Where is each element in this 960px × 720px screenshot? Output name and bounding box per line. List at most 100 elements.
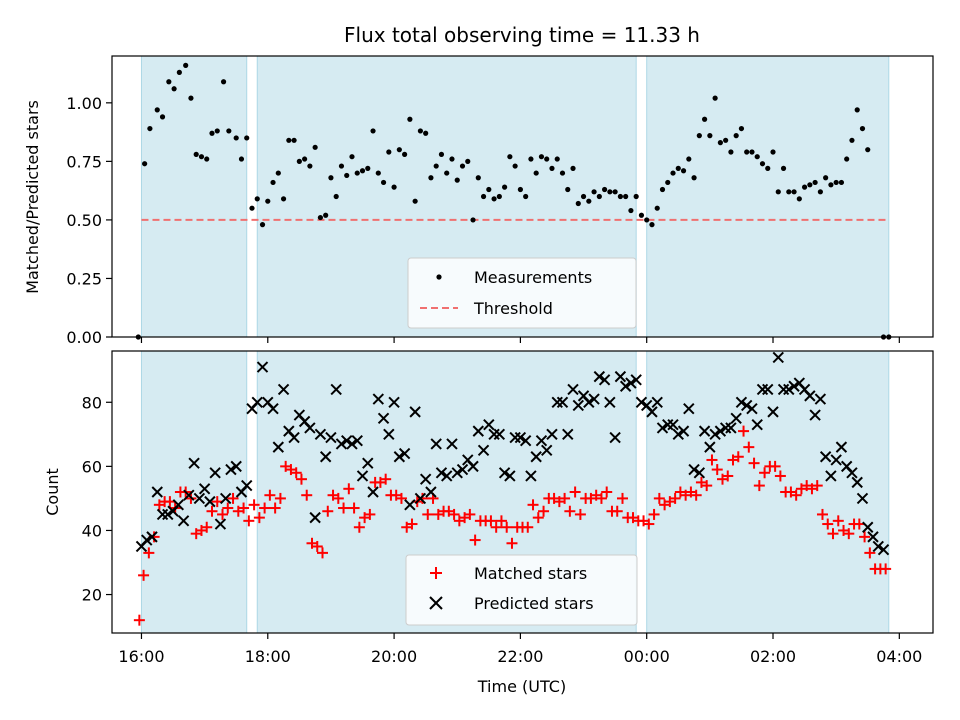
measurement-point (596, 193, 602, 200)
predicted-star-point (746, 402, 758, 415)
matched-star-point (753, 480, 765, 492)
measurement-point (433, 163, 439, 169)
measurement-point (233, 135, 239, 141)
measurement-point (859, 125, 866, 132)
predicted-star-point (404, 499, 416, 511)
matched-star-point (601, 486, 613, 498)
matched-star-point (485, 515, 497, 527)
measurement-point (538, 154, 545, 160)
matched-star-point (264, 489, 276, 501)
measurement-point (323, 212, 329, 218)
matched-star-point (706, 454, 718, 466)
matched-stars-points (133, 425, 892, 626)
measurement-point (183, 62, 189, 68)
matched-star-point (464, 508, 476, 520)
predicted-star-point (335, 438, 348, 450)
bottom-y-axis-label: Count (43, 468, 62, 516)
predicted-star-point (514, 431, 527, 444)
top-x-ticks (140, 337, 900, 343)
measurement-point (396, 147, 402, 153)
measurement-point (823, 175, 829, 181)
measurement-point (844, 156, 850, 162)
measurement-point (696, 133, 702, 139)
matched-star-point (211, 496, 223, 508)
measurement-point (486, 186, 492, 193)
legend-threshold-label: Threshold (473, 299, 553, 318)
matched-star-point (569, 486, 581, 498)
measurement-point (198, 154, 205, 160)
matched-star-point (380, 473, 392, 485)
measurement-point (338, 163, 345, 169)
predicted-star-point (709, 428, 721, 441)
x-tick-label: 22:00 (497, 647, 543, 666)
matched-star-point (495, 515, 507, 527)
measurement-point (480, 193, 487, 200)
legend-matched-label: Matched stars (474, 564, 587, 583)
predicted-star-point (504, 470, 516, 482)
measurement-point (254, 196, 260, 202)
predicted-star-point (398, 447, 411, 460)
matched-star-point (295, 473, 307, 485)
predicted-star-point (714, 425, 727, 437)
predicted-star-point (330, 383, 342, 396)
measurement-point (496, 193, 502, 200)
predicted-star-point (783, 383, 795, 396)
predicted-star-point (683, 402, 695, 415)
measurement-point (644, 217, 650, 223)
matched-star-point (522, 521, 534, 533)
measurement-point (686, 156, 692, 162)
measurement-point (209, 130, 215, 136)
top-y-axis-label: Matched/Predicted stars (23, 100, 42, 294)
predicted-star-point (809, 409, 821, 421)
predicted-star-point (730, 412, 742, 425)
matched-star-point (395, 492, 407, 504)
measurement-point (854, 107, 860, 113)
matched-star-point (853, 518, 865, 530)
measurement-point (670, 170, 676, 176)
measurement-point (607, 189, 613, 195)
measurement-point (828, 182, 834, 188)
measurement-point (417, 128, 424, 134)
matched-star-point (417, 492, 429, 504)
measurement-point (533, 170, 539, 176)
predicted-star-point (351, 435, 363, 447)
measurement-point (465, 158, 471, 164)
predicted-star-point (477, 444, 490, 457)
matched-star-point (527, 499, 539, 511)
measurement-point (220, 79, 227, 85)
predicted-star-point (825, 470, 837, 482)
bottom-legend-box (405, 554, 638, 626)
measurement-point (275, 170, 281, 176)
matched-star-point (227, 492, 239, 504)
measurement-point (402, 151, 408, 157)
measurement-point (438, 151, 445, 157)
predicted-star-point (367, 486, 379, 498)
top-legend-box (407, 257, 637, 329)
measurement-point (475, 175, 481, 181)
predicted-star-point (656, 422, 669, 434)
measurement-point (575, 200, 581, 207)
top-shaded-region (646, 55, 890, 338)
measurement-point (649, 222, 655, 228)
measurement-point (428, 175, 434, 181)
predicted-star-point (204, 495, 216, 508)
top-panel: Flux total observing time = 11.33 h 0.00… (23, 23, 934, 347)
measurement-point (270, 179, 276, 186)
predicted-star-point (151, 486, 163, 498)
measurement-point (307, 163, 313, 169)
predicted-star-point (572, 399, 584, 412)
measurement-point (204, 156, 210, 162)
legend-predicted-marker (429, 596, 443, 610)
measurement-point (333, 193, 339, 200)
measurement-point (565, 186, 571, 193)
measurement-point (291, 137, 297, 143)
predicted-star-point (446, 438, 458, 450)
measurement-point (286, 137, 292, 143)
measurement-point (317, 214, 324, 221)
measurement-point (612, 189, 618, 195)
predicted-star-point (241, 479, 253, 492)
measurement-point (680, 168, 687, 174)
predicted-star-point (877, 543, 890, 556)
x-tick-label: 18:00 (245, 647, 291, 666)
bottom-x-ticks: 16:00 18:00 20:00 22:00 00:00 02:00 04:00 (118, 633, 922, 666)
